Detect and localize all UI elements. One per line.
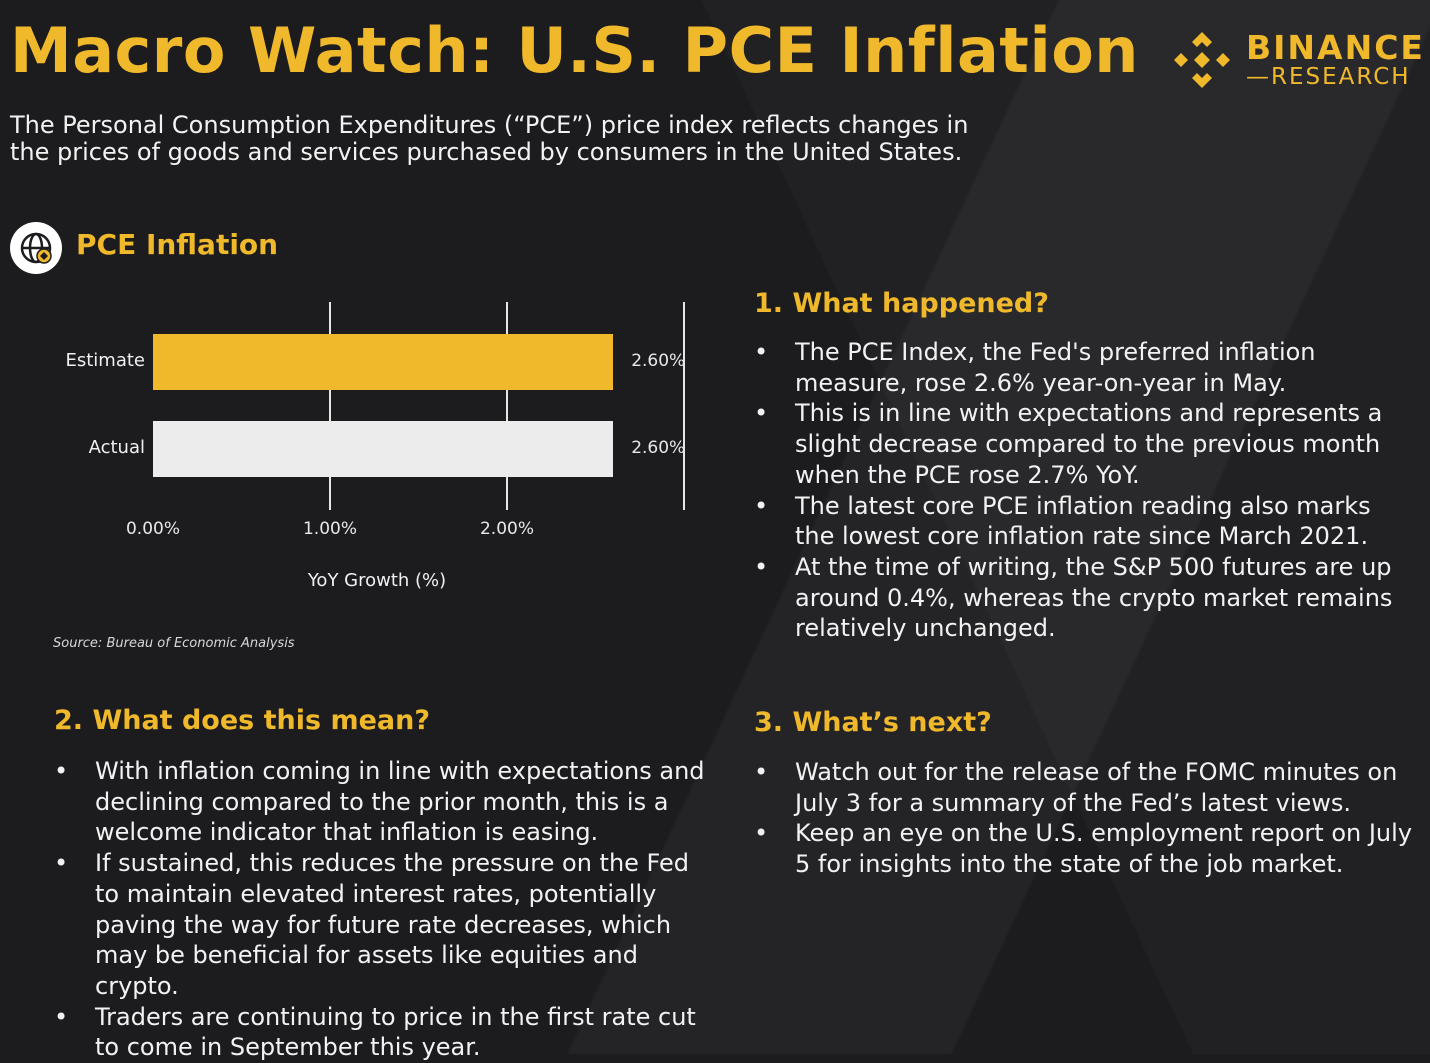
category-label: Estimate <box>65 350 145 371</box>
pce-inflation-chart: Estimate 2.60% Actual 2.60% 0.00% 1.00% 2.00%… <box>40 296 720 596</box>
bar-estimate <box>153 334 614 390</box>
whats-next-list: Watch out for the release of the FOMC mi… <box>754 757 1414 880</box>
list-item: At the time of writing, the S&P 500 futu… <box>754 552 1414 644</box>
what-happened-list: The PCE Index, the Fed's preferred infla… <box>754 337 1414 644</box>
heading-what-does-this-mean: 2. What does this mean? <box>54 705 431 736</box>
x-axis-title: YoY Growth (%) <box>307 570 447 591</box>
what-does-this-mean-list: With inflation coming in line with expec… <box>54 756 714 1063</box>
gridline <box>683 302 685 510</box>
binance-diamond-icon <box>1174 32 1230 88</box>
list-item: With inflation coming in line with expec… <box>54 756 714 848</box>
gridline <box>329 302 331 510</box>
page-title: Macro Watch: U.S. PCE Inflation <box>10 14 1139 87</box>
list-item: The PCE Index, the Fed's preferred infla… <box>754 337 1414 398</box>
data-label: 2.60% <box>631 438 686 458</box>
list-item: Watch out for the release of the FOMC mi… <box>754 757 1414 818</box>
heading-whats-next: 3. What’s next? <box>754 707 992 738</box>
list-item: This is in line with expectations and re… <box>754 398 1414 490</box>
binance-research-logo: BINANCE —RESEARCH <box>1170 28 1423 92</box>
logo-word-research: —RESEARCH <box>1246 64 1411 90</box>
list-item: If sustained, this reduces the pressure … <box>54 848 714 1002</box>
list-item: Keep an eye on the U.S. employment repor… <box>754 818 1414 879</box>
list-item: The latest core PCE inflation reading al… <box>754 491 1414 552</box>
globe-icon <box>10 222 62 274</box>
x-tick-label: 0.00% <box>125 519 181 539</box>
heading-what-happened: 1. What happened? <box>754 288 1049 319</box>
x-tick-label: 2.00% <box>479 519 535 539</box>
logo-word-binance: BINANCE <box>1246 28 1425 67</box>
section-label-pce-inflation: PCE Inflation <box>76 228 279 261</box>
data-label: 2.60% <box>631 351 686 371</box>
bar-actual <box>153 421 614 477</box>
category-label: Actual <box>88 437 145 458</box>
x-tick-label: 1.00% <box>302 519 358 539</box>
source-note: Source: Bureau of Economic Analysis <box>53 636 295 651</box>
intro-text: The Personal Consumption Expenditures (“… <box>10 111 969 166</box>
gridline <box>506 302 508 510</box>
